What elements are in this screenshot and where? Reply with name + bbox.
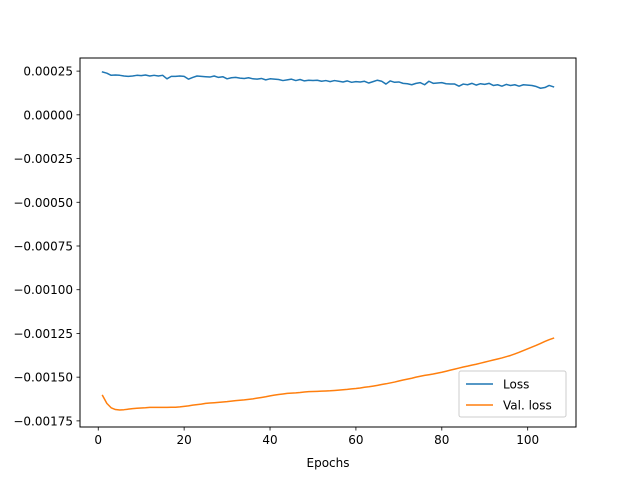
- x-axis-label: Epochs: [307, 456, 350, 470]
- x-tick-label: 0: [94, 433, 102, 447]
- series-layer: [101, 71, 555, 411]
- y-tick-label: −0.00100: [13, 283, 73, 297]
- plot-frame: [79, 57, 577, 428]
- y-tick-label: −0.00150: [13, 371, 73, 385]
- y-tick-label: −0.00075: [13, 239, 73, 253]
- x-tick-label: 20: [176, 433, 191, 447]
- legend: Loss Val. loss: [458, 370, 567, 418]
- x-axis: 0 20 40 60 80 100: [94, 427, 539, 447]
- y-tick-label: −0.00050: [13, 196, 73, 210]
- legend-label-0: Loss: [503, 378, 529, 392]
- x-tick-label: 100: [516, 433, 539, 447]
- y-tick-label: −0.00025: [13, 152, 73, 166]
- y-tick-label: −0.00125: [13, 327, 73, 341]
- y-tick-label: 0.00000: [23, 108, 73, 122]
- y-tick-label: −0.00175: [13, 414, 73, 428]
- y-tick-label: 0.00025: [23, 65, 73, 79]
- x-tick-label: 60: [348, 433, 363, 447]
- legend-label-1: Val. loss: [503, 399, 552, 413]
- x-tick-label: 80: [434, 433, 449, 447]
- series-line-1: [101, 337, 555, 411]
- series-line-0: [101, 71, 555, 89]
- y-axis: 0.00025 0.00000 −0.00025 −0.00050 −0.00075 −0…: [13, 65, 80, 428]
- x-tick-label: 40: [262, 433, 277, 447]
